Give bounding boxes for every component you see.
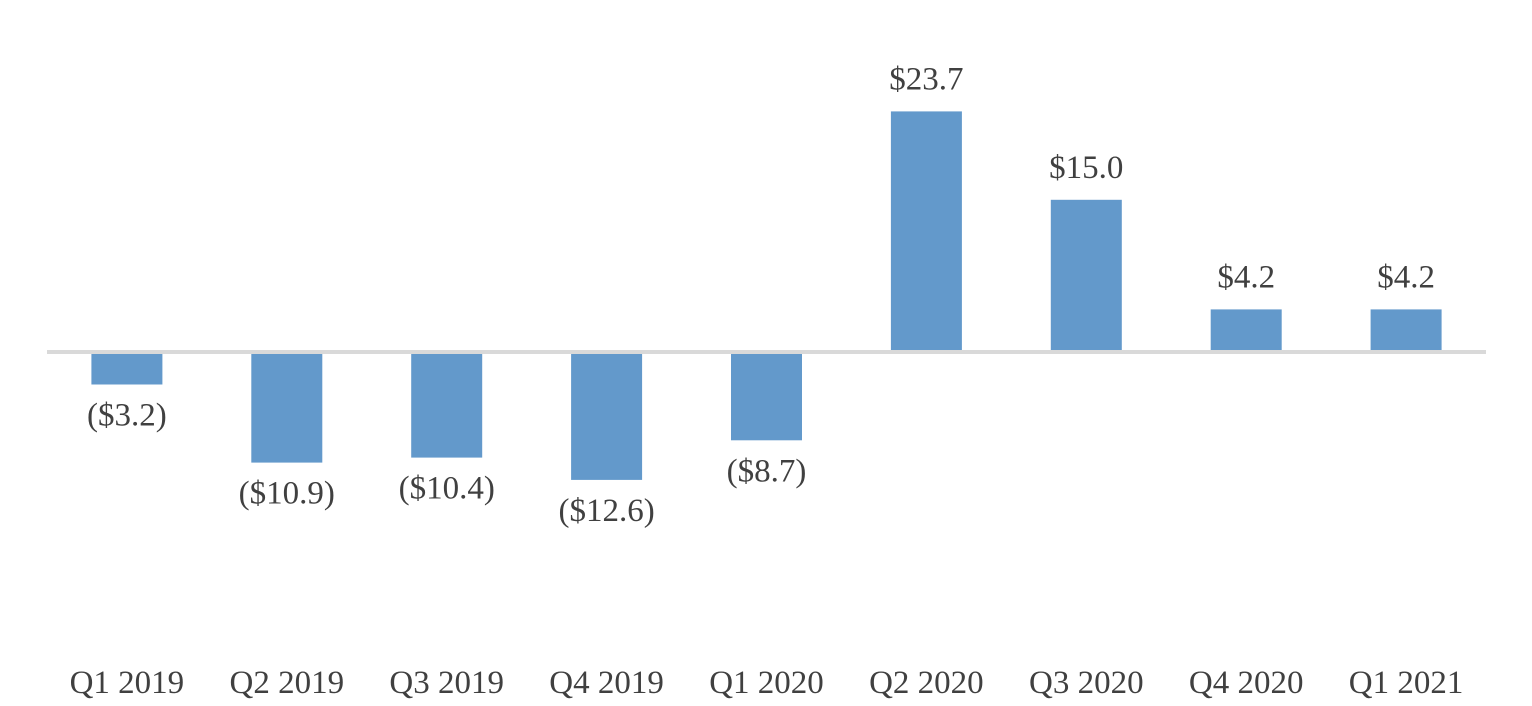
- data-label-q4-2019: ($12.6): [558, 493, 654, 529]
- data-labels-group: ($3.2) ($10.9) ($10.4) ($12.6) ($8.7) $23.7 $1…: [87, 61, 1435, 529]
- x-tick-label: Q3 2020: [1029, 665, 1144, 701]
- x-tick-label: Q1 2021: [1349, 665, 1464, 701]
- data-label-q4-2020: $4.2: [1217, 259, 1275, 295]
- data-label-q1-2019: ($3.2): [87, 398, 167, 434]
- x-tick-label: Q2 2019: [230, 665, 345, 701]
- bar-q2-2020: [890, 111, 962, 353]
- x-tick-label: Q4 2019: [549, 665, 664, 701]
- x-tick-label: Q1 2019: [70, 665, 185, 701]
- x-tick-label: Q3 2019: [389, 665, 504, 701]
- data-label-q1-2020: ($8.7): [727, 453, 807, 489]
- bar-q1-2021: [1370, 309, 1442, 352]
- x-tick-label: Q2 2020: [869, 665, 984, 701]
- bar-q2-2019: [251, 352, 323, 463]
- bar-q1-2020: [731, 352, 802, 441]
- bar-q1-2019: [91, 352, 163, 385]
- data-label-q3-2020: $15.0: [1049, 150, 1123, 186]
- x-tick-label: Q1 2020: [709, 665, 824, 701]
- bar-q3-2019: [411, 352, 483, 458]
- data-label-q2-2020: $23.7: [889, 61, 963, 97]
- x-tick-labels-group: Q1 2019 Q2 2019 Q3 2019 Q4 2019 Q1 2020 Q2 20…: [70, 665, 1464, 701]
- bar-q4-2019: [571, 352, 643, 480]
- data-label-q3-2019: ($10.4): [399, 471, 495, 507]
- x-tick-label: Q4 2020: [1189, 665, 1304, 701]
- bar-q3-2020: [1050, 199, 1122, 353]
- data-label-q1-2021: $4.2: [1377, 259, 1435, 295]
- data-label-q2-2019: ($10.9): [239, 476, 335, 512]
- bars-group: [91, 111, 1442, 480]
- bar-q4-2020: [1210, 309, 1282, 352]
